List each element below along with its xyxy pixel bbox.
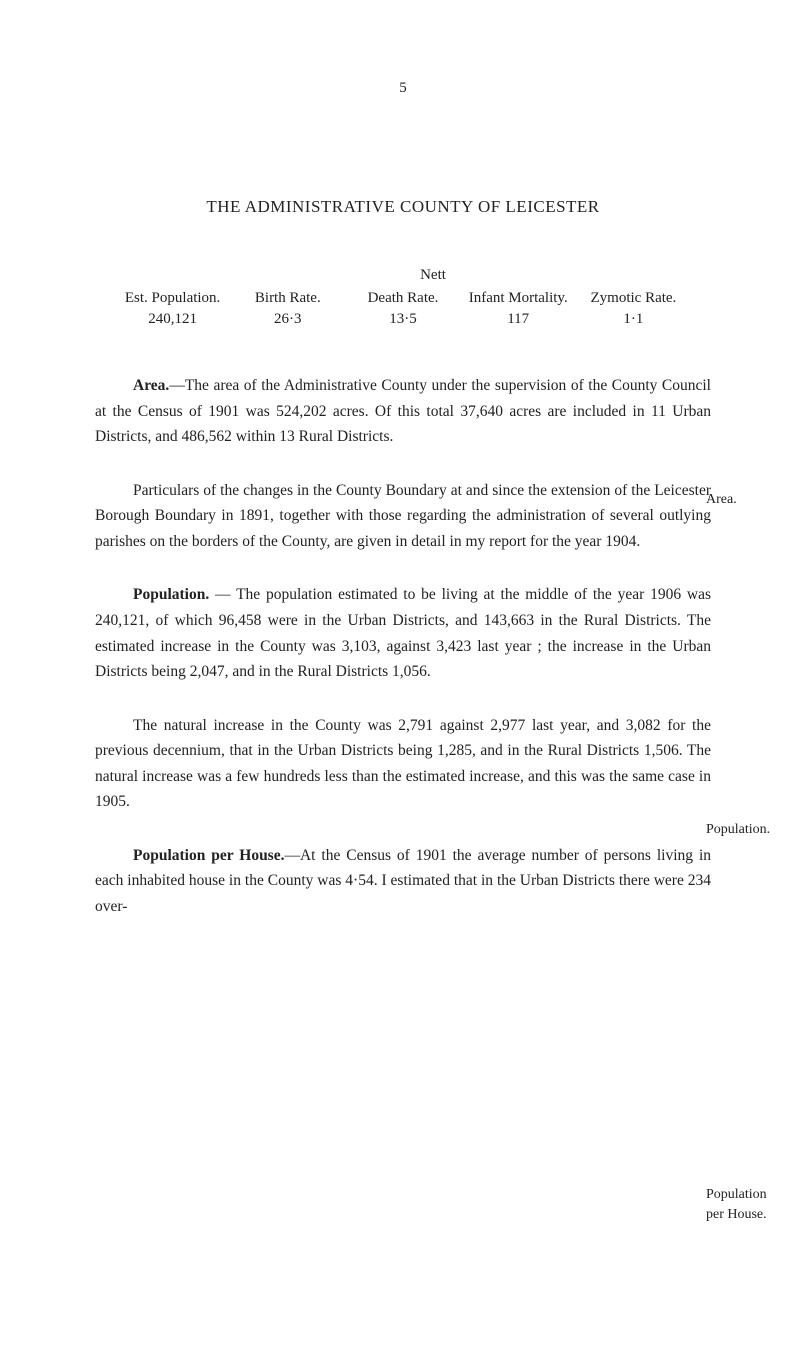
stats-header: Infant Mortality. xyxy=(461,290,576,307)
stats-value: 13·5 xyxy=(345,311,460,328)
para-area: Area.—The area of the Administrative Cou… xyxy=(95,373,711,450)
text-particulars: Particulars of the changes in the County… xyxy=(95,482,711,550)
stats-value: 26·3 xyxy=(230,311,345,328)
stats-value: 117 xyxy=(461,311,576,328)
stats-value: 240,121 xyxy=(115,311,230,328)
lead-area: Area. xyxy=(133,377,169,394)
text-natural-increase: The natural increase in the County was 2… xyxy=(95,717,711,811)
lead-pop-house: Population per House. xyxy=(133,847,284,864)
margin-note-area: Area. xyxy=(706,490,781,510)
document-title: THE ADMINISTRATIVE COUNTY OF LEICESTER xyxy=(95,197,711,217)
para-population: Population. — The population estimated t… xyxy=(95,582,711,684)
margin-note-population: Population. xyxy=(706,820,781,840)
margin-note-pop-house: Population per House. xyxy=(706,1185,781,1224)
text-area: —The area of the Administrative County u… xyxy=(95,377,711,445)
stats-value: 1·1 xyxy=(576,311,691,328)
para-pop-per-house: Population per House.—At the Census of 1… xyxy=(95,843,711,920)
stats-values-row: 240,121 26·3 13·5 117 1·1 xyxy=(95,311,711,328)
stats-header: Death Rate. xyxy=(345,290,460,307)
stats-header: Zymotic Rate. xyxy=(576,290,691,307)
para-particulars: Particulars of the changes in the County… xyxy=(95,478,711,555)
page-root: 5 THE ADMINISTRATIVE COUNTY OF LEICESTER… xyxy=(0,0,801,1350)
page-number: 5 xyxy=(95,80,711,97)
stats-header: Est. Population. xyxy=(115,290,230,307)
stats-headers-row: Est. Population. Birth Rate. Death Rate.… xyxy=(95,290,711,307)
stats-nett-label: Nett xyxy=(95,267,711,284)
stats-block: Nett Est. Population. Birth Rate. Death … xyxy=(95,267,711,328)
lead-population: Population. xyxy=(133,586,209,603)
stats-header: Birth Rate. xyxy=(230,290,345,307)
para-natural-increase: The natural increase in the County was 2… xyxy=(95,713,711,815)
